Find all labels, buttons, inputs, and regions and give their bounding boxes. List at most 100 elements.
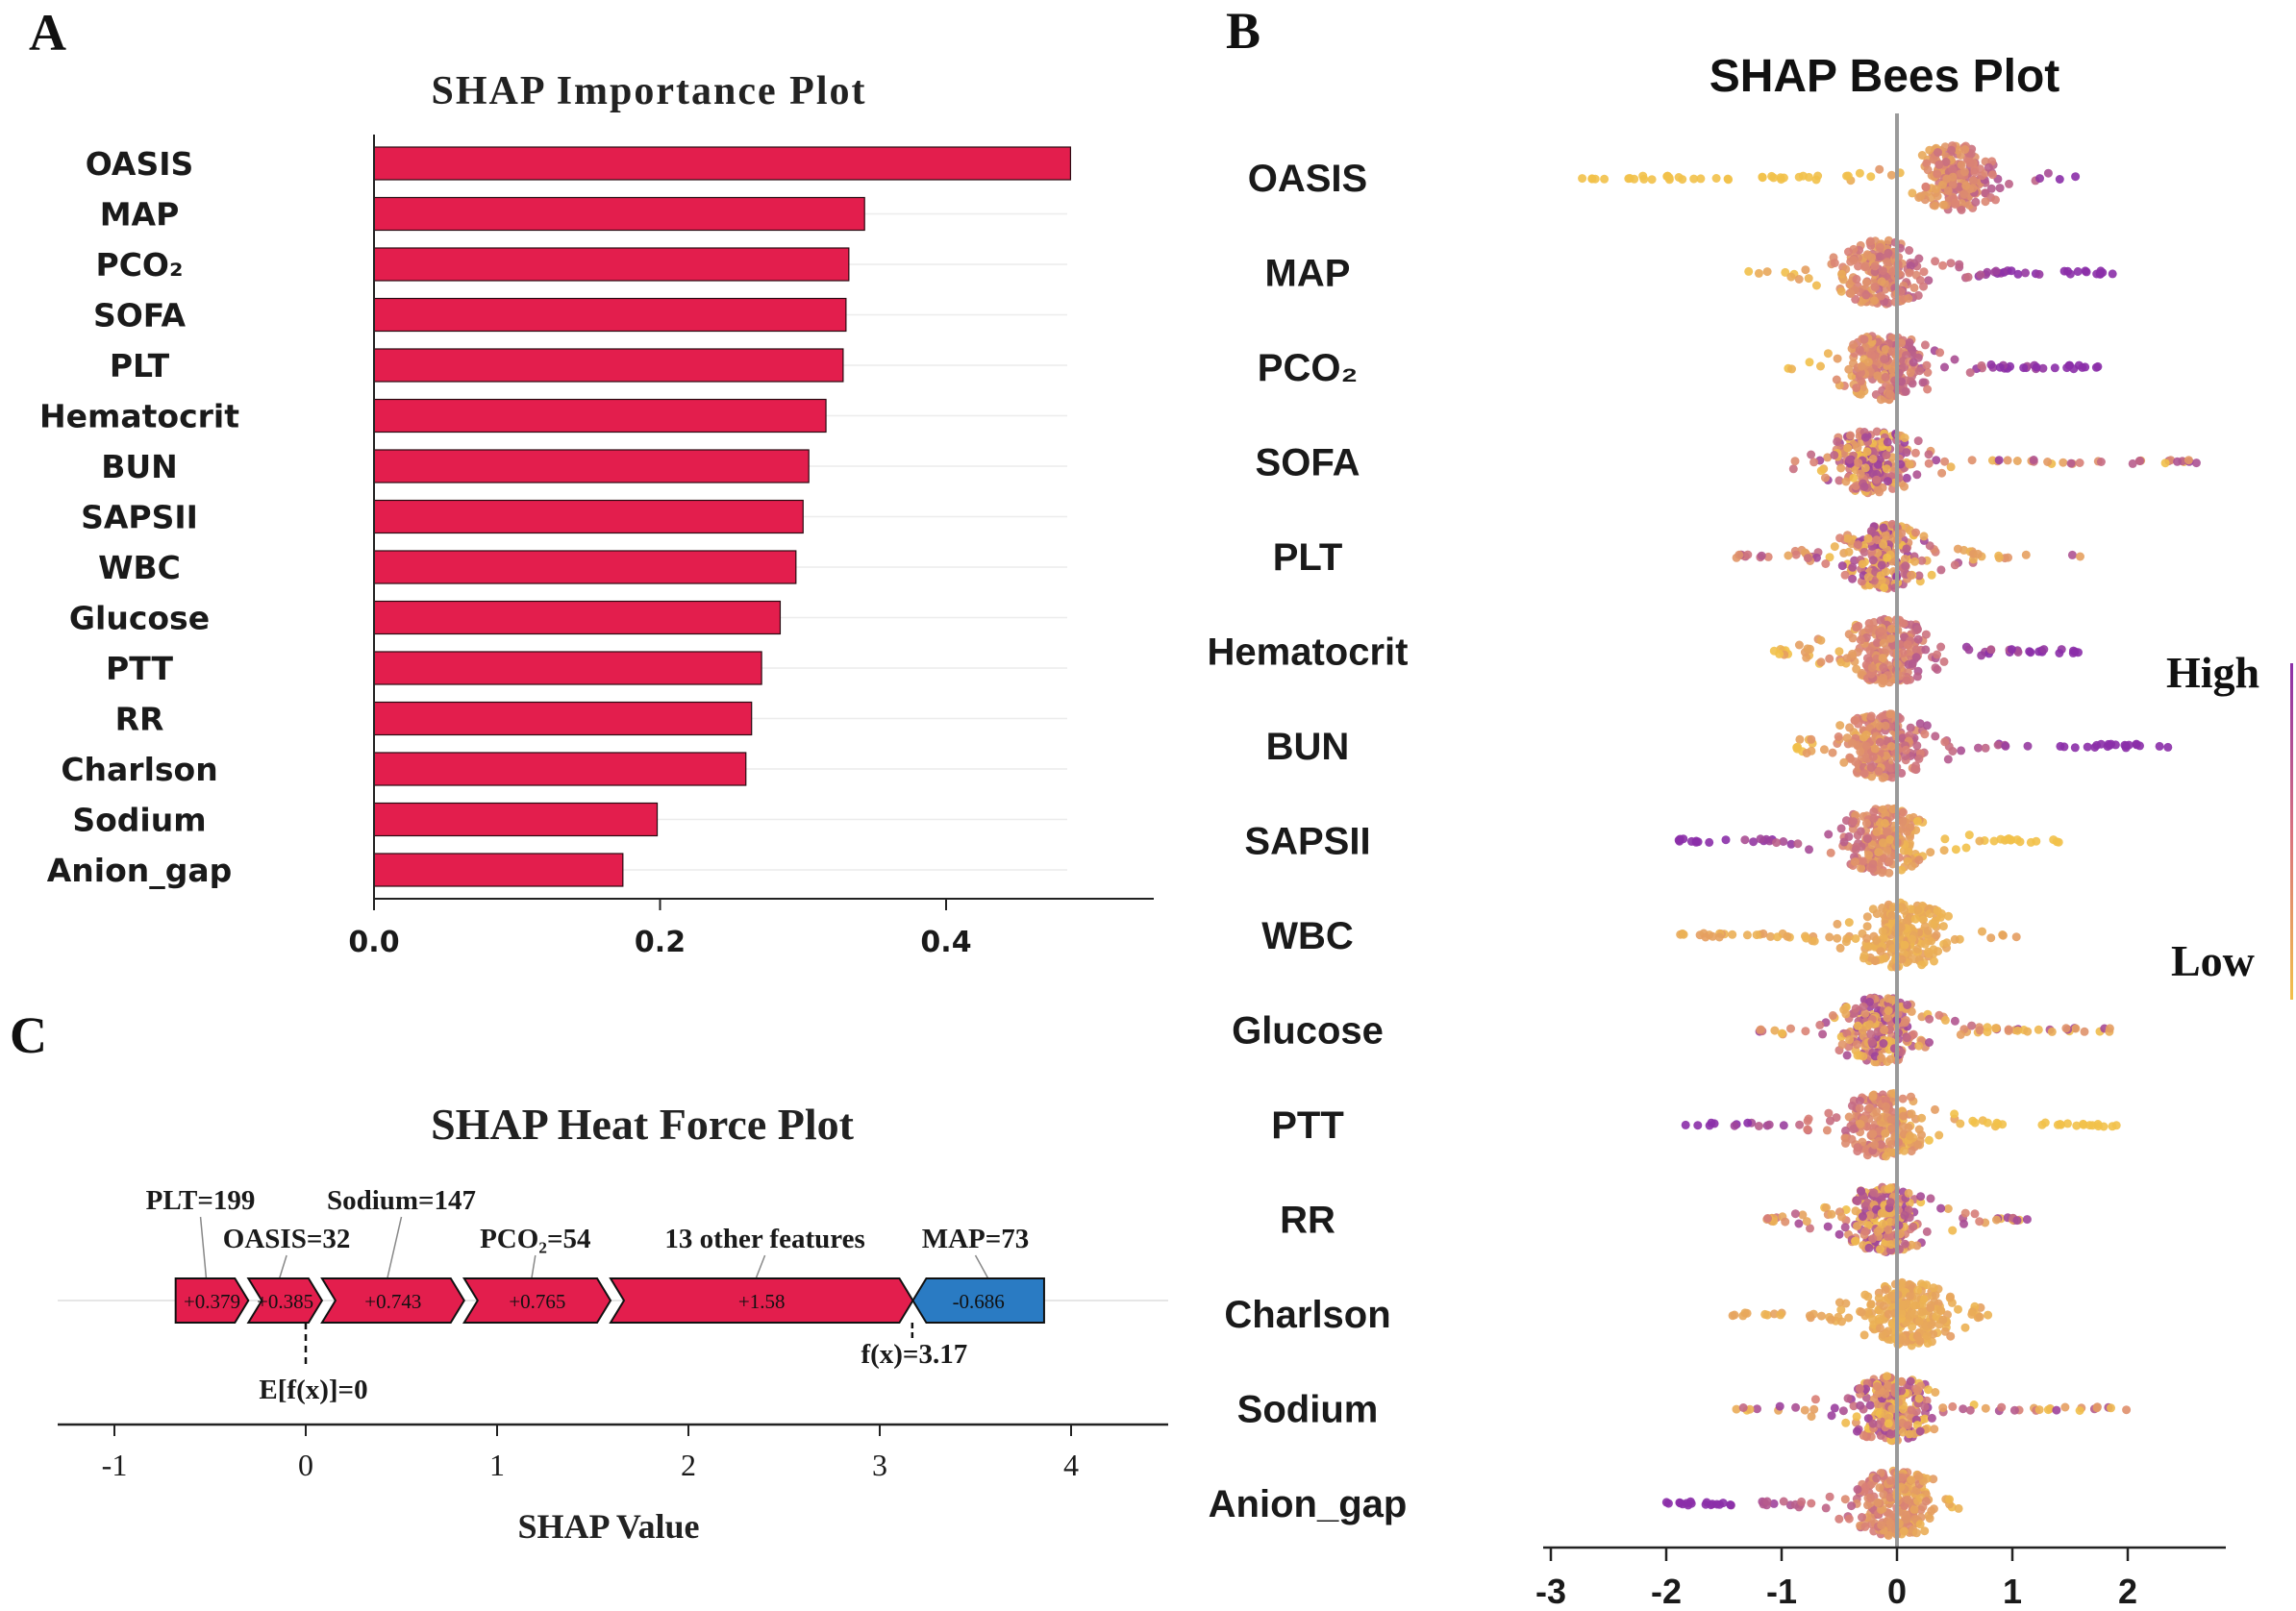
beeswarm-point <box>1959 167 1969 177</box>
beeswarm-point <box>2043 168 2053 178</box>
force-segment-13-other-features <box>609 1277 914 1324</box>
beeswarm-point <box>1917 1307 1927 1317</box>
beeswarm-point <box>2071 172 2081 182</box>
beeswarm-point <box>1992 1118 2002 1128</box>
beeswarm-point <box>2061 1024 2071 1033</box>
force-feature-label-plt-199: PLT=199 <box>146 1185 256 1216</box>
beeswarm-point <box>1853 1051 1862 1060</box>
beeswarm-point <box>1773 932 1783 942</box>
beeswarm-point <box>1860 1290 1870 1300</box>
force-leader-line <box>278 1254 287 1279</box>
beeswarm-point <box>2007 645 2016 655</box>
beeswarm-point <box>1868 1419 1878 1428</box>
beeswarm-point <box>1913 436 1923 446</box>
beeswarm-point <box>1835 943 1845 953</box>
beeswarm-point <box>1897 338 1906 348</box>
beeswarm-point <box>1701 932 1710 942</box>
beeswarm-point <box>1881 1389 1890 1399</box>
beeswarm-point <box>1855 1384 1864 1394</box>
beeswarm-point <box>1763 1214 1772 1223</box>
beeswarm-point <box>1906 261 1915 270</box>
beeswarm-point <box>1866 350 1876 359</box>
beeswarm-point <box>1803 644 1812 654</box>
beeswarm-point <box>1859 1002 1868 1011</box>
beeswarm-point <box>1911 653 1921 662</box>
beeswarm-point <box>1884 868 1894 878</box>
beeswarm-point <box>1866 1029 1876 1039</box>
beeswarm-point <box>1851 845 1860 855</box>
beeswarm-point <box>1847 1101 1857 1110</box>
beeswarm-point <box>1743 550 1753 559</box>
beeswarm-point <box>2015 837 2025 847</box>
beeswarm-row-plt <box>1732 519 2084 593</box>
beeswarm-point <box>1905 1292 1914 1301</box>
beeswarm-point <box>1950 560 1959 570</box>
beeswarm-point <box>1917 556 1927 565</box>
beeswarm-point <box>1909 1029 1918 1039</box>
beeswarm-point <box>1791 550 1801 559</box>
beeswarm-point <box>1957 161 1966 169</box>
beeswarm-point <box>2043 458 2053 466</box>
beeswarm-point <box>1823 1222 1833 1231</box>
beeswarm-point <box>1905 459 1914 469</box>
beeswarm-point <box>1844 547 1854 557</box>
beeswarm-label-hematocrit: Hematocrit <box>1208 632 1409 674</box>
beeswarm-point <box>1876 947 1885 956</box>
beeswarm-point <box>1862 834 1872 844</box>
beeswarm-point <box>1900 1210 1909 1220</box>
beeswarm-point <box>1881 721 1890 731</box>
beeswarm-point <box>1936 565 1946 575</box>
beeswarm-point <box>1877 627 1886 635</box>
force-tick-label: 0 <box>298 1448 313 1482</box>
beeswarm-point <box>1965 368 1975 378</box>
beeswarm-point <box>1876 252 1884 261</box>
beeswarm-point <box>1907 1092 1915 1102</box>
beeswarm-point <box>1975 1312 1984 1322</box>
beeswarm-point <box>1864 851 1874 859</box>
beeswarm-point <box>1865 646 1875 656</box>
beeswarm-point <box>1912 672 1922 682</box>
beeswarm-point <box>1834 1229 1844 1239</box>
beeswarm-point <box>1940 1015 1950 1025</box>
beeswarm-point <box>1833 354 1842 363</box>
beeswarm-point <box>1885 1054 1895 1064</box>
beeswarm-point <box>1824 1108 1834 1118</box>
beeswarm-point <box>1881 1128 1890 1138</box>
beeswarm-point <box>1901 745 1910 755</box>
beeswarm-point <box>1852 1040 1861 1050</box>
beeswarm-point <box>1793 742 1802 752</box>
beeswarm-label-glucose: Glucose <box>1232 1010 1384 1053</box>
beeswarm-point <box>1885 1217 1895 1227</box>
beeswarm-point <box>1922 360 1932 370</box>
beeswarm-point <box>2001 741 2010 751</box>
beeswarm-point <box>1907 1147 1916 1156</box>
force-segment-sodium-147 <box>320 1277 465 1324</box>
beeswarm-point <box>1879 1490 1888 1499</box>
beeswarm-point <box>1934 947 1943 956</box>
beeswarm-point <box>1887 910 1897 920</box>
beeswarm-point <box>1858 1212 1867 1221</box>
beeswarm-point <box>1900 434 1909 442</box>
beeswarm-point <box>1977 360 1986 370</box>
beeswarm-point <box>1943 1204 1953 1213</box>
beeswarm-point <box>1870 261 1880 271</box>
beeswarm-point <box>1912 944 1922 954</box>
beeswarm-point <box>1856 469 1865 479</box>
beeswarm-point <box>1794 172 1804 182</box>
beeswarm-point <box>1834 1514 1844 1524</box>
beeswarm-point <box>1906 1376 1915 1386</box>
beeswarm-point <box>1897 1386 1907 1396</box>
importance-bar-wbc <box>373 550 797 584</box>
beeswarm-point <box>1978 927 1986 936</box>
beeswarm-point <box>1911 1292 1921 1301</box>
beeswarm-point <box>2026 837 2035 847</box>
beeswarm-point <box>1835 533 1845 543</box>
beeswarm-point <box>1738 1403 1748 1412</box>
beeswarm-point <box>1912 741 1922 751</box>
beeswarm-point <box>2073 267 2083 276</box>
beeswarm-point <box>1943 755 1953 764</box>
beeswarm-point <box>1922 1331 1932 1341</box>
beeswarm-point <box>1907 570 1916 580</box>
beeswarm-row-bun <box>1792 709 2173 782</box>
beeswarm-row-pco <box>1784 332 2103 405</box>
